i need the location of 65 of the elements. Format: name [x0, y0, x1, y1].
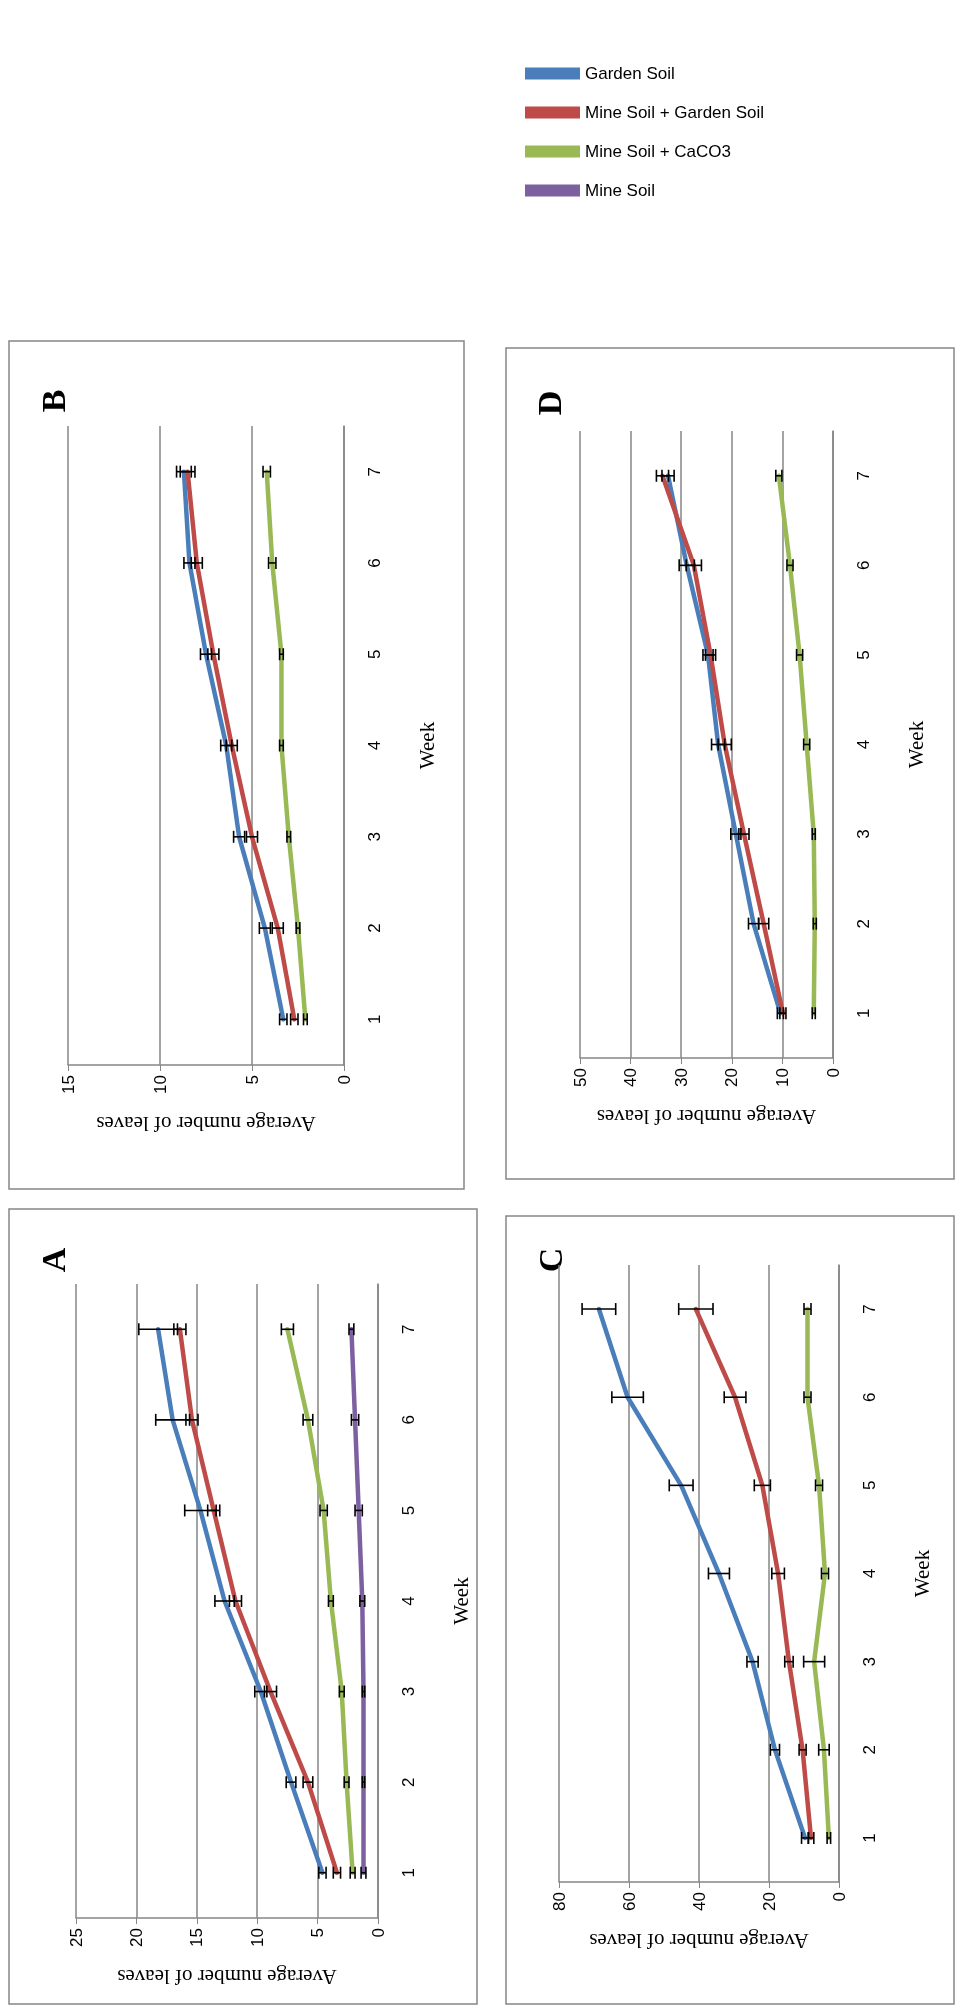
x-tick-label: 10 — [247, 1928, 267, 1947]
chart-title: D — [530, 390, 568, 416]
y-axis-title: Week — [903, 720, 928, 769]
y-tick-label: 5 — [860, 1480, 879, 1491]
y-tick-label: 7 — [860, 1304, 879, 1314]
y-tick-label: 3 — [399, 1686, 418, 1697]
x-axis-title: Average number of leaves — [117, 1964, 337, 1989]
y-tick-label: 4 — [399, 1596, 418, 1606]
y-tick-label: 1 — [854, 1008, 873, 1018]
y-tick-label: 6 — [860, 1392, 879, 1402]
y-tick-label: 2 — [860, 1745, 879, 1755]
y-tick-label: 3 — [854, 829, 873, 839]
y-tick-label: 7 — [399, 1324, 418, 1335]
x-tick-label: 50 — [570, 1068, 590, 1087]
chart-title: A — [34, 1247, 72, 1273]
y-tick-label: 5 — [365, 649, 384, 659]
x-axis-title: Average number of leaves — [596, 1104, 817, 1129]
y-tick-label: 3 — [860, 1656, 879, 1667]
y-tick-label: 6 — [365, 558, 384, 568]
x-tick-label: 5 — [242, 1075, 262, 1085]
y-tick-label: 4 — [854, 739, 873, 750]
x-tick-label: 20 — [126, 1928, 146, 1947]
x-tick-label: 0 — [823, 1068, 843, 1078]
x-tick-label: 10 — [772, 1068, 792, 1087]
y-axis-title: Week — [448, 1576, 473, 1625]
y-tick-label: 2 — [854, 918, 873, 929]
x-tick-label: 20 — [759, 1892, 779, 1911]
x-tick-label: 25 — [66, 1928, 86, 1947]
x-tick-label: 40 — [689, 1892, 709, 1911]
x-tick-label: 20 — [722, 1068, 742, 1087]
legend-label: Garden Soil — [585, 64, 675, 83]
y-tick-label: 1 — [365, 1014, 384, 1025]
y-tick-label: 2 — [399, 1777, 418, 1787]
x-axis-title: Average number of leaves — [589, 1928, 809, 1953]
x-tick-label: 0 — [368, 1928, 388, 1938]
y-tick-label: 4 — [860, 1568, 879, 1579]
y-tick-label: 2 — [365, 923, 384, 933]
x-tick-label: 80 — [549, 1892, 569, 1911]
y-tick-label: 6 — [854, 560, 873, 571]
y-axis-title: Week — [909, 1549, 934, 1598]
y-tick-label: 7 — [365, 466, 384, 477]
x-tick-label: 60 — [619, 1892, 639, 1911]
x-tick-label: 15 — [187, 1928, 207, 1947]
x-axis-title: Average number of leaves — [96, 1111, 316, 1136]
y-tick-label: 1 — [860, 1833, 879, 1843]
x-tick-label: 5 — [308, 1928, 328, 1938]
y-tick-label: 7 — [854, 471, 873, 481]
chart-title: C — [531, 1247, 569, 1273]
x-tick-label: 30 — [671, 1068, 691, 1087]
chart-title: B — [34, 389, 72, 413]
x-tick-label: 10 — [150, 1075, 170, 1094]
x-tick-label: 40 — [621, 1068, 641, 1087]
x-tick-label: 15 — [58, 1075, 78, 1094]
y-tick-label: 6 — [399, 1415, 418, 1425]
legend-label: Mine Soil — [585, 181, 655, 200]
y-tick-label: 1 — [399, 1867, 418, 1878]
y-axis-title: Week — [414, 721, 439, 770]
x-tick-label: 0 — [334, 1075, 354, 1085]
x-tick-label: 0 — [829, 1892, 849, 1902]
y-tick-label: 5 — [854, 650, 873, 660]
legend-label: Mine Soil + Garden Soil — [585, 103, 765, 122]
y-tick-label: 3 — [365, 832, 384, 842]
y-tick-label: 4 — [365, 740, 384, 751]
y-tick-label: 5 — [399, 1505, 418, 1516]
legend-label: Mine Soil + CaCO3 — [585, 142, 731, 161]
